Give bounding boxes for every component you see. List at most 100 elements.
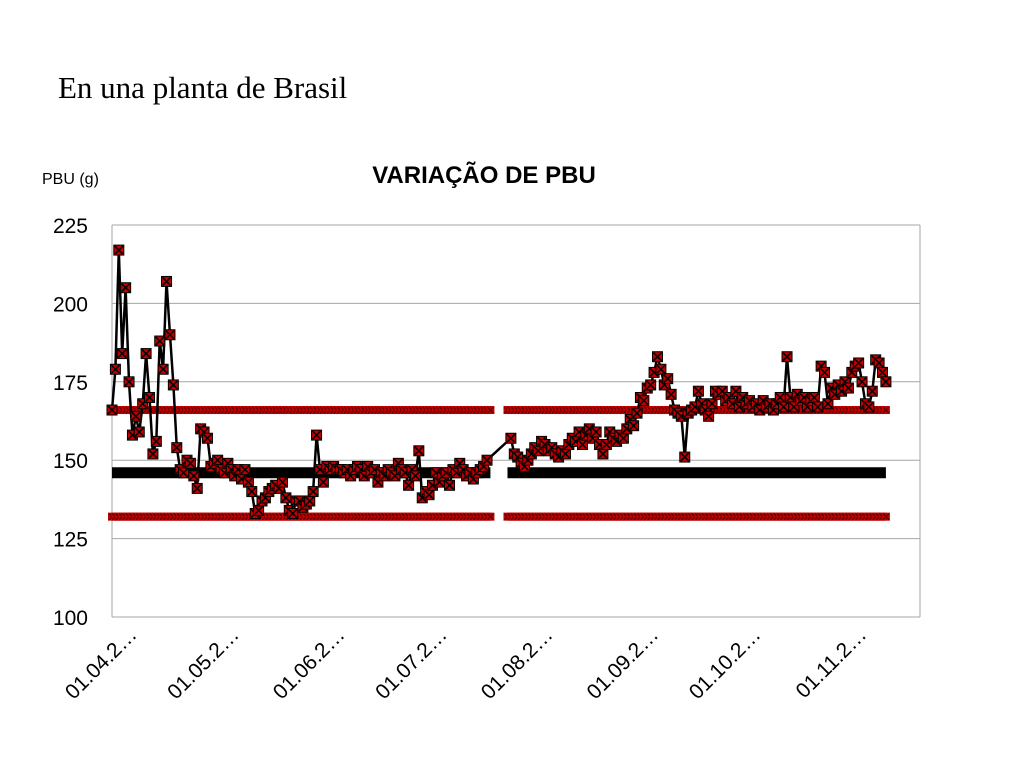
y-tick-label: 100 <box>53 607 88 630</box>
pbu-data-point <box>730 385 742 397</box>
lower-limit-marker <box>881 512 890 521</box>
pbu-data-point <box>559 448 571 460</box>
upper-limit-marker <box>486 406 495 415</box>
pbu-data-point <box>863 401 875 413</box>
pbu-data-point <box>822 398 834 410</box>
x-tick-label: 01.08.2… <box>477 623 558 704</box>
pbu-data-point <box>856 376 868 388</box>
pbu-data-point <box>120 282 132 294</box>
pbu-data-point <box>140 348 152 360</box>
pbu-data-point <box>628 420 640 432</box>
pbu-data-point <box>212 454 224 466</box>
pbu-data-point <box>246 486 258 498</box>
pbu-data-point <box>133 426 145 438</box>
pbu-data-point <box>113 244 125 256</box>
pbu-data-point <box>191 482 203 494</box>
pbu-data-point <box>116 348 128 360</box>
pbu-data-point <box>157 363 169 375</box>
pbu-data-point <box>154 335 166 347</box>
pbu-data-point <box>161 275 173 287</box>
pbu-data-point <box>413 445 425 457</box>
pbu-data-point <box>853 357 865 369</box>
pbu-data-point <box>706 398 718 410</box>
pbu-data-point <box>481 454 493 466</box>
pbu-data-point <box>287 508 299 520</box>
pbu-data-point <box>778 401 790 413</box>
y-tick-label: 225 <box>53 215 88 238</box>
pbu-data-point <box>665 388 677 400</box>
pbu-data-point <box>304 495 316 507</box>
x-tick-label: 01.09.2… <box>582 623 663 704</box>
pbu-data-point <box>184 457 196 469</box>
x-tick-label: 01.11.2… <box>792 623 872 703</box>
pbu-data-point <box>662 373 674 385</box>
pbu-data-point <box>317 476 329 488</box>
x-tick-label: 01.10.2… <box>685 623 766 704</box>
pbu-data-point <box>239 464 251 476</box>
pbu-data-point <box>631 407 643 419</box>
pbu-data-point <box>880 376 892 388</box>
pbu-data-point <box>130 410 142 422</box>
pbu-data-point <box>645 379 657 391</box>
y-tick-label: 150 <box>53 450 88 473</box>
pbu-series <box>106 244 892 520</box>
pbu-data-point <box>123 376 135 388</box>
chart-title: VARIAÇÃO DE PBU <box>372 161 596 189</box>
pbu-data-point <box>617 432 629 444</box>
pbu-data-point <box>178 467 190 479</box>
pbu-data-point <box>280 492 292 504</box>
pbu-data-point <box>638 395 650 407</box>
pbu-data-point <box>781 351 793 363</box>
y-tick-label: 175 <box>53 372 88 395</box>
pbu-data-point <box>703 410 715 422</box>
pbu-data-point <box>423 489 435 501</box>
x-tick-label: 01.05.2… <box>163 623 244 704</box>
pbu-data-point <box>679 451 691 463</box>
pbu-data-point <box>842 382 854 394</box>
pbu-data-point <box>109 363 121 375</box>
pbu-data-point <box>171 442 183 454</box>
pbu-data-point <box>444 479 456 491</box>
pbu-data-point <box>866 385 878 397</box>
pbu-data-point <box>651 351 663 363</box>
pbu-data-point <box>167 379 179 391</box>
pbu-data-point <box>147 448 159 460</box>
pbu-data-point <box>819 366 831 378</box>
upper-limit-marker <box>881 406 890 415</box>
pbu-data-point <box>409 470 421 482</box>
x-tick-label: 01.04.2… <box>61 623 142 704</box>
pbu-data-point <box>150 435 162 447</box>
pbu-data-point <box>576 439 588 451</box>
y-tick-label: 125 <box>53 529 88 552</box>
pbu-data-point <box>590 426 602 438</box>
pbu-data-point <box>201 432 213 444</box>
pbu-data-point <box>692 385 704 397</box>
pbu-data-point <box>253 504 265 516</box>
pbu-data-point <box>812 401 824 413</box>
pbu-data-point <box>307 486 319 498</box>
x-tick-label: 01.06.2… <box>269 623 350 704</box>
pbu-data-point <box>144 391 156 403</box>
pbu-data-point <box>311 429 323 441</box>
pbu-data-point <box>808 391 820 403</box>
pbu-data-point <box>873 357 885 369</box>
pbu-data-point <box>774 391 786 403</box>
pbu-data-point <box>655 363 667 375</box>
pbu-data-point <box>106 404 118 416</box>
y-tick-labels: 100 125 150 175 200 225 <box>53 215 88 630</box>
pbu-data-point <box>188 470 200 482</box>
x-tick-label: 01.07.2… <box>371 623 452 704</box>
y-tick-label: 200 <box>53 293 88 316</box>
pbu-data-point <box>876 366 888 378</box>
slide-title: En una planta de Brasil <box>58 70 348 105</box>
lower-limit-marker <box>486 512 495 521</box>
pbu-data-point <box>505 432 517 444</box>
x-tick-labels: 01.04.2… 01.05.2… 01.06.2… 01.07.2… 01.08.2…… <box>61 623 871 704</box>
pbu-data-point <box>403 479 415 491</box>
gridlines <box>111 224 921 618</box>
pbu-data-point <box>276 476 288 488</box>
pbu-data-point <box>242 476 254 488</box>
pbu-data-point <box>164 329 176 341</box>
pbu-data-point <box>597 448 609 460</box>
